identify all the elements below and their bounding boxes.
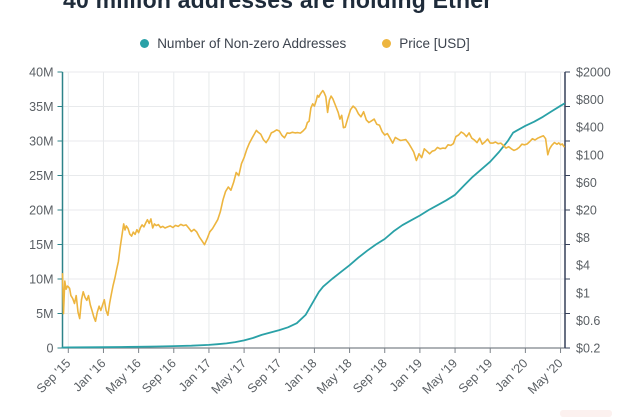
watermark-fragment <box>560 410 612 417</box>
x-tick-label: Sep '16 <box>139 356 179 396</box>
y-right-tick-label: $800 <box>576 93 604 107</box>
y-left-tick-label: 35M <box>29 100 53 114</box>
addresses-series-dot-icon <box>140 39 150 48</box>
y-left-tick-label: 25M <box>29 169 53 183</box>
x-tick-label: Sep '19 <box>456 356 496 396</box>
x-tick-label: Sep '18 <box>350 356 390 396</box>
y-right-tick-label: $400 <box>576 121 604 135</box>
title-container: 40 million addresses are holding Ether <box>0 0 640 13</box>
addresses-series-label: Number of Non-zero Addresses <box>157 36 347 51</box>
x-tick-label: Sep '15 <box>34 356 74 396</box>
addresses-line <box>61 102 565 349</box>
y-right-tick-label: $0.2 <box>576 342 600 356</box>
legend-item-price: Price [USD] <box>382 36 470 51</box>
y-right-tick-label: $0.6 <box>576 314 600 328</box>
price-series-label: Price [USD] <box>399 36 470 51</box>
y-right-tick-label: $1 <box>576 286 590 300</box>
x-tick-label: Jan '19 <box>387 356 425 394</box>
y-right-tick-label: $8 <box>576 231 590 245</box>
legend-item-addresses: Number of Non-zero Addresses <box>140 36 346 51</box>
price-line <box>61 89 565 323</box>
y-right-tick-label: $2000 <box>576 66 611 80</box>
x-tick-label: Jan '17 <box>176 356 214 394</box>
y-left-tick-label: 20M <box>29 204 53 218</box>
y-right-tick-label: $4 <box>576 259 590 273</box>
price-series-dot-icon <box>382 39 392 48</box>
y-left-tick-label: 30M <box>29 135 53 149</box>
y-left-tick-label: 15M <box>29 238 53 252</box>
x-tick-label: Sep '17 <box>245 356 285 396</box>
y-left-tick-label: 5M <box>36 307 53 321</box>
chart-legend: Number of Non-zero Addresses Price [USD] <box>0 36 610 51</box>
x-tick-label: May '17 <box>209 356 250 397</box>
x-tick-label: May '16 <box>103 356 144 397</box>
y-right-tick-label: $60 <box>576 176 597 190</box>
chart-title: 40 million addresses are holding Ether <box>63 0 493 13</box>
x-tick-label: Jan '20 <box>492 356 530 394</box>
y-left-tick-label: 40M <box>29 66 53 80</box>
x-tick-label: May '19 <box>420 356 461 397</box>
x-tick-label: Jan '16 <box>70 356 108 394</box>
y-right-tick-label: $20 <box>576 204 597 218</box>
y-left-tick-label: 0 <box>47 342 54 356</box>
y-left-tick-label: 10M <box>29 273 53 287</box>
x-tick-label: Jan '18 <box>281 356 319 394</box>
x-tick-label: May '20 <box>525 356 566 397</box>
x-tick-label: May '18 <box>314 356 355 397</box>
y-right-tick-label: $100 <box>576 148 604 162</box>
